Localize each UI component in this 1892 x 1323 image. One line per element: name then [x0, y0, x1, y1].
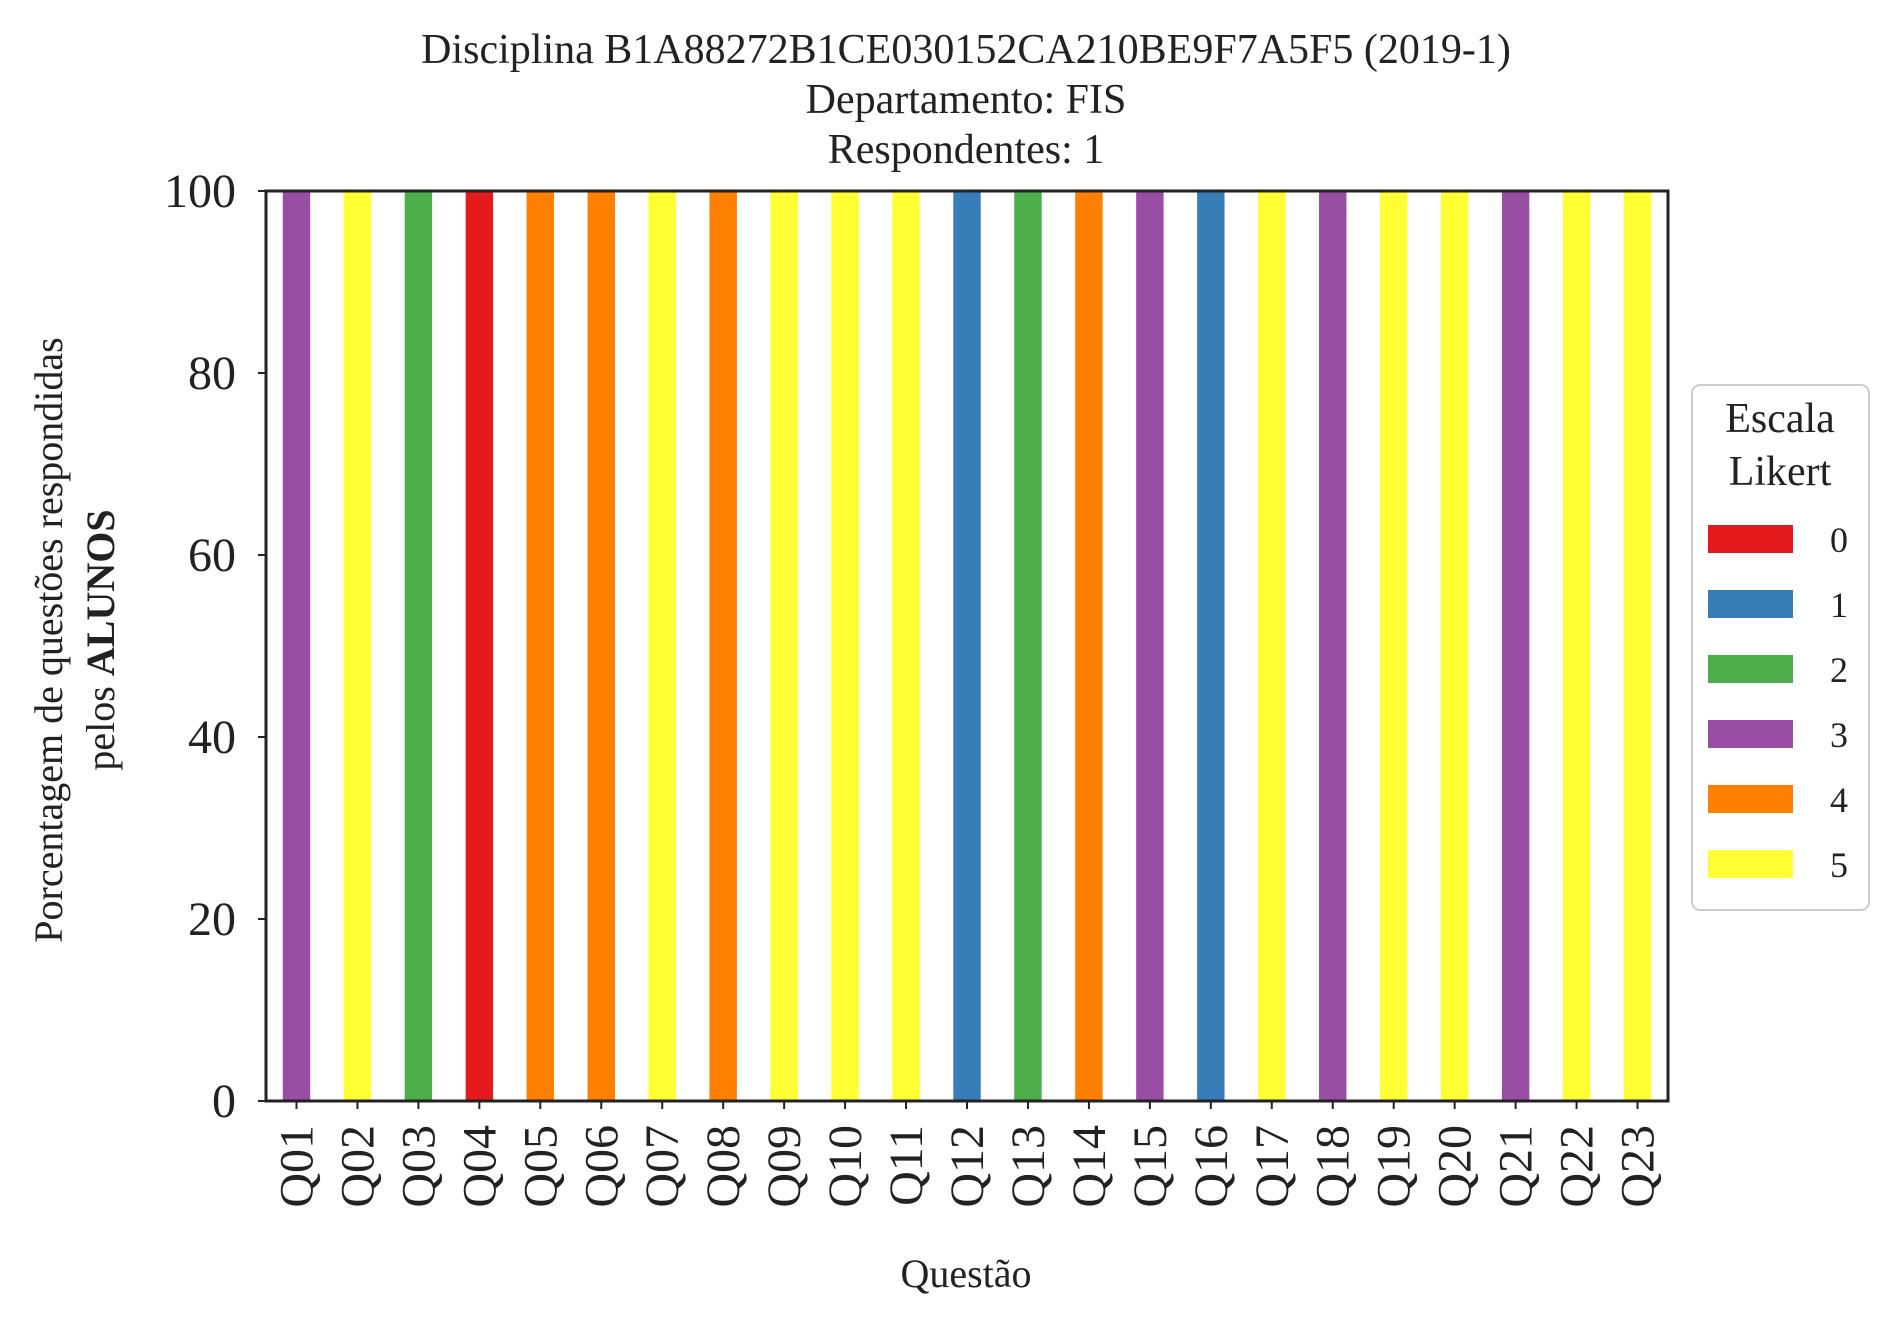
x-tick-label-q15: Q15: [1124, 1125, 1177, 1208]
x-tick-label-q07: Q07: [636, 1125, 689, 1208]
bar-q15-likert-3: [1136, 191, 1164, 1101]
y-tick-label: 80: [188, 347, 236, 400]
x-tick-label-q16: Q16: [1185, 1125, 1238, 1208]
x-tick-label-q04: Q04: [453, 1125, 506, 1208]
y-tick-label: 40: [188, 711, 236, 764]
x-tick-label-q03: Q03: [392, 1125, 445, 1208]
x-tick-label-q08: Q08: [697, 1125, 750, 1208]
legend: Escala Likert 0 1 2 3 4 5: [1691, 384, 1870, 911]
legend-swatch-4: [1708, 785, 1793, 813]
bar-q18-likert-3: [1319, 191, 1347, 1101]
x-tick-label-q14: Q14: [1063, 1125, 1116, 1208]
bar-q02-likert-5: [343, 191, 372, 1101]
x-tick-label-q06: Q06: [575, 1125, 628, 1208]
legend-label-5: 5: [1830, 845, 1848, 885]
x-tick-label-q21: Q21: [1490, 1125, 1543, 1208]
chart-title: Disciplina B1A88272B1CE030152CA210BE9F7A…: [421, 27, 1511, 173]
legend-swatch-1: [1708, 590, 1793, 618]
legend-swatch-2: [1708, 655, 1793, 683]
y-axis-label-line-1: Porcentagem de questões respondidas: [26, 337, 71, 942]
y-tick-label: 20: [188, 893, 236, 946]
chart-title-line-2: Departamento: FIS: [806, 77, 1127, 123]
bar-q07-likert-5: [648, 191, 676, 1101]
y-tick-label: 0: [212, 1075, 236, 1128]
legend-swatch-5: [1708, 850, 1793, 878]
legend-frame: [1691, 384, 1870, 911]
bar-q17-likert-5: [1258, 191, 1286, 1101]
x-tick-label-q05: Q05: [514, 1125, 567, 1208]
legend-label-1: 1: [1830, 585, 1848, 625]
legend-swatch-3: [1708, 720, 1793, 748]
bars-layer: [282, 191, 1652, 1101]
x-tick-label-q20: Q20: [1429, 1125, 1482, 1208]
x-tick-label-q19: Q19: [1368, 1125, 1421, 1208]
x-tick-label-q18: Q18: [1307, 1125, 1360, 1208]
legend-title-line-1: Escala: [1725, 396, 1835, 442]
bar-q10-likert-5: [831, 191, 859, 1101]
plot-frame: [264, 189, 1670, 1103]
y-axis-label-bold: ALUNOS: [78, 509, 123, 676]
legend-label-3: 3: [1830, 715, 1848, 755]
x-tick-label-q23: Q23: [1612, 1125, 1665, 1208]
bar-q22-likert-5: [1562, 191, 1591, 1101]
bar-q06-likert-4: [587, 191, 615, 1101]
x-tick-label-q02: Q02: [331, 1125, 384, 1208]
x-tick-label-q10: Q10: [819, 1125, 872, 1208]
x-tick-label-q09: Q09: [758, 1125, 811, 1208]
bar-q12-likert-1: [953, 191, 981, 1101]
legend-label-2: 2: [1830, 650, 1848, 690]
chart-title-line-1: Disciplina B1A88272B1CE030152CA210BE9F7A…: [421, 27, 1511, 73]
y-axis-ticks: 0 20 40 60 80 100: [164, 165, 266, 1128]
x-tick-label-q11: Q11: [880, 1125, 933, 1206]
bar-q09-likert-5: [770, 191, 798, 1101]
x-tick-label-q17: Q17: [1246, 1125, 1299, 1208]
legend-label-4: 4: [1830, 780, 1848, 820]
bar-q03-likert-2: [404, 191, 433, 1101]
bar-q11-likert-5: [892, 191, 920, 1101]
bar-q13-likert-2: [1014, 191, 1042, 1101]
bar-q08-likert-4: [709, 191, 737, 1101]
bar-q04-likert-0: [465, 191, 494, 1101]
x-tick-label-q22: Q22: [1551, 1125, 1604, 1208]
x-tick-label-q12: Q12: [941, 1125, 994, 1208]
legend-label-0: 0: [1830, 520, 1848, 560]
bar-q23-likert-5: [1623, 191, 1652, 1101]
x-axis-ticks: Q01 Q02 Q03 Q04 Q05 Q06 Q07 Q08 Q09 Q10 Q11 Q12 Q13 Q…: [270, 1101, 1665, 1208]
bar-q21-likert-3: [1501, 191, 1530, 1101]
bar-q20-likert-5: [1440, 191, 1469, 1101]
legend-swatch-0: [1708, 525, 1793, 553]
x-axis-label: Questão: [900, 1251, 1031, 1296]
y-tick-label: 60: [188, 529, 236, 582]
y-axis-label-prefix: pelos: [78, 676, 123, 770]
bar-q05-likert-4: [526, 191, 555, 1101]
bar-q01-likert-3: [282, 191, 311, 1101]
bar-q14-likert-4: [1075, 191, 1103, 1101]
legend-title-line-2: Likert: [1729, 449, 1832, 495]
x-tick-label-q13: Q13: [1002, 1125, 1055, 1208]
bar-q16-likert-1: [1197, 191, 1225, 1101]
y-axis-label-line-2: pelos ALUNOS: [78, 509, 123, 770]
chart-title-line-3: Respondentes: 1: [828, 127, 1104, 173]
bar-q19-likert-5: [1379, 191, 1408, 1101]
y-tick-label: 100: [164, 165, 236, 218]
x-tick-label-q01: Q01: [270, 1125, 323, 1208]
